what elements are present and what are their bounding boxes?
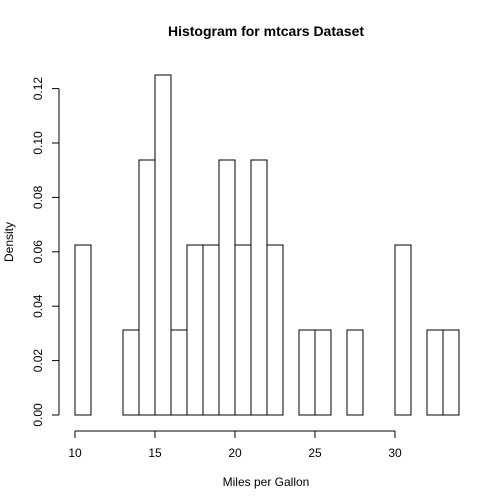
histogram-bar — [186, 244, 204, 416]
histogram-bar — [266, 244, 284, 416]
y-tick-label: 0.00 — [31, 403, 45, 427]
histogram-bar — [218, 159, 236, 416]
histogram-bar — [442, 329, 460, 416]
histogram-bar — [122, 329, 140, 416]
histogram-bar — [346, 329, 364, 416]
y-tick-label: 0.06 — [31, 240, 45, 264]
histogram-bar — [202, 244, 220, 416]
histogram-bar — [426, 329, 444, 416]
histogram-bar — [298, 329, 316, 416]
y-tick-label: 0.04 — [31, 294, 45, 318]
bars-group — [74, 74, 460, 416]
chart-title: Histogram for mtcars Dataset — [168, 23, 364, 39]
y-axis-label: Density — [2, 222, 16, 262]
histogram-bar — [234, 244, 252, 416]
histogram-bar — [394, 244, 412, 416]
histogram-bar — [170, 329, 188, 416]
x-axis-label: Miles per Gallon — [223, 475, 310, 489]
x-axis: 10 15 20 25 30 — [68, 430, 402, 460]
x-tick-label: 30 — [388, 446, 402, 460]
y-tick-label: 0.12 — [31, 77, 45, 101]
x-tick-label: 15 — [148, 446, 162, 460]
x-tick-label: 20 — [228, 446, 242, 460]
histogram-bar — [314, 329, 332, 416]
y-tick-label: 0.08 — [31, 185, 45, 209]
histogram-bar — [138, 159, 156, 416]
x-tick-label: 25 — [308, 446, 322, 460]
x-tick-label: 10 — [68, 446, 82, 460]
y-tick-label: 0.02 — [31, 349, 45, 373]
histogram-bar — [74, 244, 92, 416]
y-tick-label: 0.10 — [31, 131, 45, 155]
histogram-bar — [154, 74, 172, 416]
y-axis: 0.00 0.02 0.04 0.06 0.08 0.10 0.12 — [31, 77, 60, 427]
histogram-bar — [250, 159, 268, 416]
